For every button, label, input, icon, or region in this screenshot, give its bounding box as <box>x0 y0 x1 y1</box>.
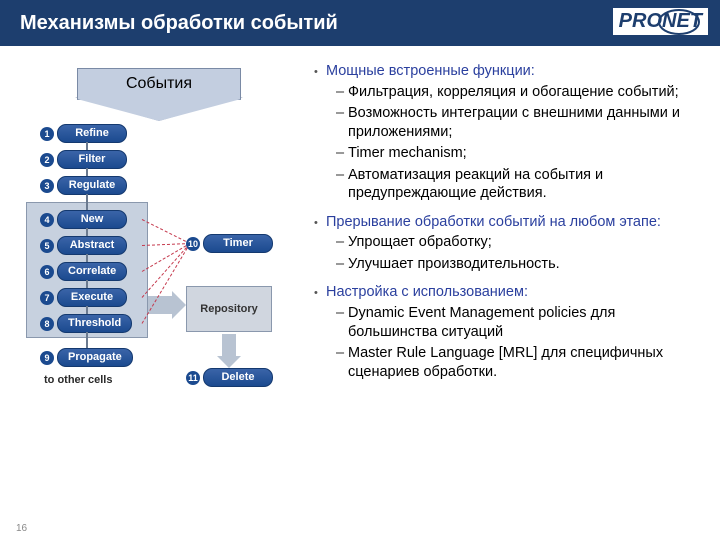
step-number-icon: 10 <box>186 237 200 251</box>
step-number-icon: 4 <box>40 213 54 227</box>
step-execute: 7Execute <box>40 288 127 307</box>
connector-v <box>86 194 88 210</box>
section-head: Прерывание обработки событий на любом эт… <box>326 214 661 230</box>
arrow-down-icon <box>77 99 241 121</box>
step-correlate: 6Correlate <box>40 262 127 281</box>
repository-box: Repository <box>186 286 272 332</box>
step-label: Abstract <box>57 236 127 255</box>
bullet-section-1: Мощные встроенные функции: Фильтрация, к… <box>312 62 706 203</box>
bullet-item: Возможность интеграции с внешними данным… <box>326 104 706 141</box>
connector-v <box>86 280 88 288</box>
connector-v <box>86 168 88 176</box>
logo-net: NET <box>662 10 702 32</box>
section-head: Мощные встроенные функции: <box>326 63 535 79</box>
connector-v <box>86 142 88 150</box>
bullet-section-2: Прерывание обработки событий на любом эт… <box>312 213 706 274</box>
bullet-list: Фильтрация, корреляция и обогащение собы… <box>326 83 706 203</box>
connector-v <box>86 254 88 262</box>
step-number-icon: 8 <box>40 317 54 331</box>
flow-diagram: Repository to other cells 1Refine2Filter… <box>14 124 304 464</box>
connector-v <box>86 332 88 348</box>
right-column: Мощные встроенные функции: Фильтрация, к… <box>312 62 706 464</box>
step-number-icon: 5 <box>40 239 54 253</box>
bullet-item: Фильтрация, корреляция и обогащение собы… <box>326 83 706 102</box>
step-label: Filter <box>57 150 127 169</box>
page-title: Механизмы обработки событий <box>20 12 338 35</box>
step-filter: 2Filter <box>40 150 127 169</box>
dashed-line <box>142 219 190 244</box>
step-regulate: 3Regulate <box>40 176 127 195</box>
step-label: Execute <box>57 288 127 307</box>
bullet-section-3: Настройка с использованием: Dynamic Even… <box>312 283 706 381</box>
to-cells-label: to other cells <box>44 374 112 386</box>
connector-v <box>86 228 88 236</box>
page-number: 16 <box>16 523 27 534</box>
step-number-icon: 3 <box>40 179 54 193</box>
step-label: Refine <box>57 124 127 143</box>
logo-pro: PRO <box>619 10 662 32</box>
step-label: Regulate <box>57 176 127 195</box>
events-arrow: События <box>77 68 241 122</box>
events-label: События <box>77 68 241 100</box>
content-area: События Repository to other cells 1Refin… <box>0 46 720 464</box>
step-label: Delete <box>203 368 273 387</box>
dashed-line <box>142 243 191 298</box>
step-new: 4New <box>40 210 127 229</box>
bullet-item: Автоматизация реакций на события и преду… <box>326 166 706 203</box>
step-number-icon: 2 <box>40 153 54 167</box>
step-threshold: 8Threshold <box>40 314 132 333</box>
step-label: Propagate <box>57 348 133 367</box>
step-label: Correlate <box>57 262 127 281</box>
arrow-down-icon <box>222 334 236 356</box>
step-propagate: 9Propagate <box>40 348 133 367</box>
bullet-item: Timer mechanism; <box>326 144 706 163</box>
logo: PRONET <box>613 8 708 35</box>
step-number-icon: 11 <box>186 371 200 385</box>
bullet-item: Упрощает обработку; <box>326 233 706 252</box>
step-abstract: 5Abstract <box>40 236 127 255</box>
section-head: Настройка с использованием: <box>326 284 528 300</box>
step-timer: 10Timer <box>186 234 273 253</box>
step-number-icon: 9 <box>40 351 54 365</box>
connector-v <box>86 306 88 314</box>
step-number-icon: 1 <box>40 127 54 141</box>
step-refine: 1Refine <box>40 124 127 143</box>
step-label: Timer <box>203 234 273 253</box>
step-label: New <box>57 210 127 229</box>
dashed-line <box>142 243 190 272</box>
step-label: Threshold <box>57 314 132 333</box>
step-number-icon: 6 <box>40 265 54 279</box>
bullet-item: Master Rule Language [MRL] для специфичн… <box>326 344 706 381</box>
step-delete: 11Delete <box>186 368 273 387</box>
bullet-item: Улучшает производительность. <box>326 255 706 274</box>
bullet-list: Упрощает обработку; Улучшает производител… <box>326 233 706 273</box>
step-number-icon: 7 <box>40 291 54 305</box>
left-column: События Repository to other cells 1Refin… <box>14 62 304 464</box>
bullet-list: Dynamic Event Management policies для бо… <box>326 304 706 381</box>
bullet-item: Dynamic Event Management policies для бо… <box>326 304 706 341</box>
